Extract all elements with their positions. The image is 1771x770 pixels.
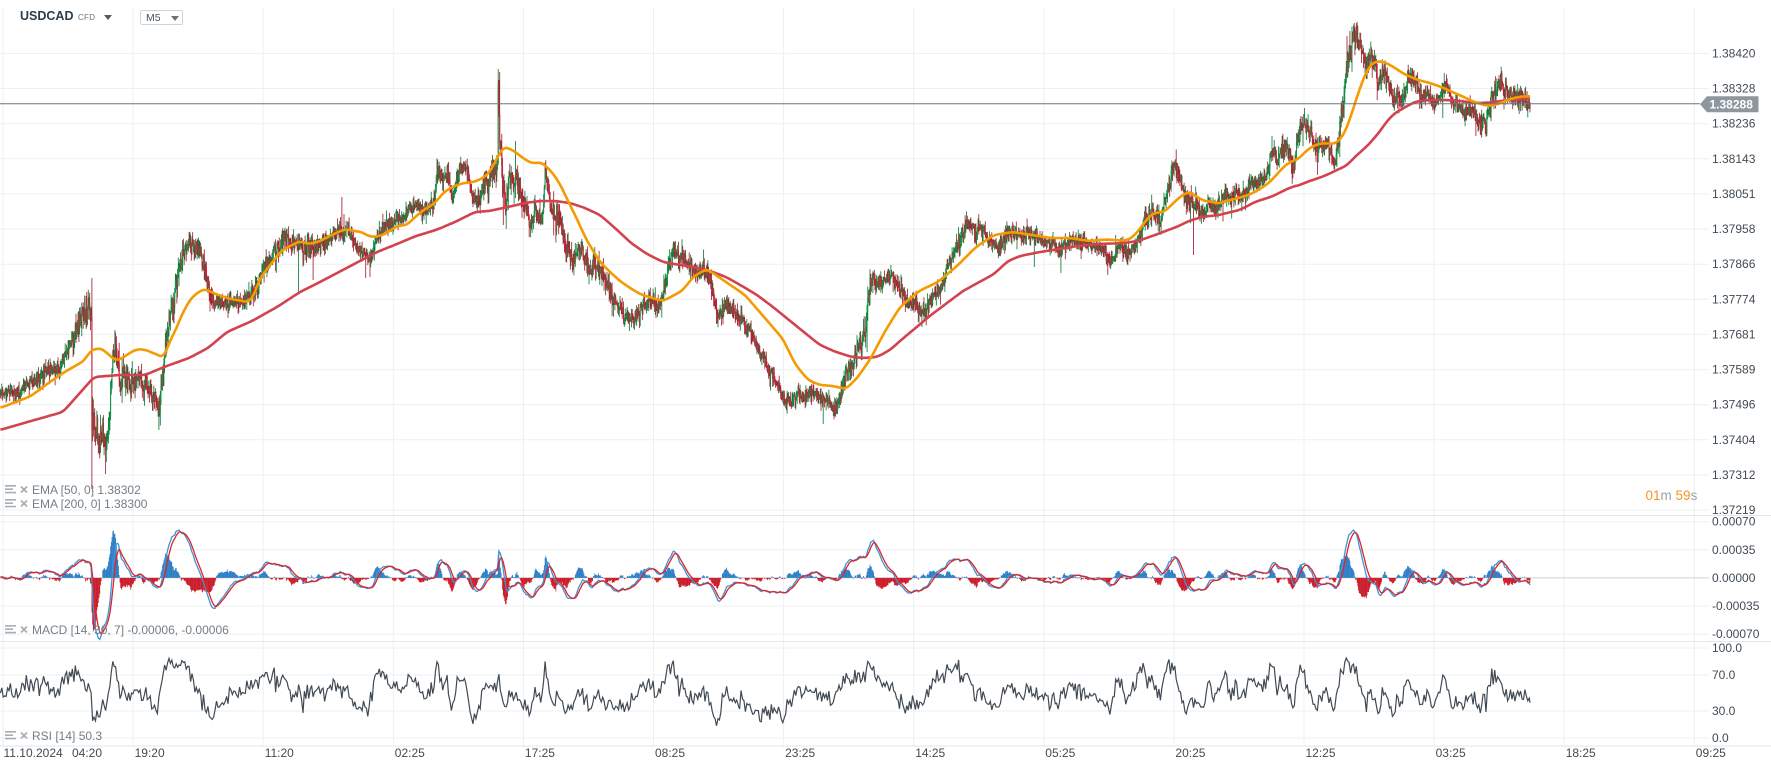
svg-text:1.38328: 1.38328 [1712, 82, 1756, 96]
svg-text:11.10.2024: 11.10.2024 [4, 746, 63, 760]
svg-text:-0.00070: -0.00070 [1712, 627, 1760, 641]
svg-text:1.37958: 1.37958 [1712, 222, 1756, 236]
svg-text:17:25: 17:25 [525, 746, 555, 760]
svg-text:1.37312: 1.37312 [1712, 468, 1756, 482]
svg-text:14:25: 14:25 [915, 746, 945, 760]
svg-text:70.0: 70.0 [1712, 668, 1736, 682]
svg-text:02:25: 02:25 [395, 746, 425, 760]
svg-text:1.38236: 1.38236 [1712, 117, 1756, 131]
svg-text:EMA [50, 0] 1.38302: EMA [50, 0] 1.38302 [32, 483, 141, 497]
svg-text:0.00070: 0.00070 [1712, 515, 1756, 529]
svg-text:08:25: 08:25 [655, 746, 685, 760]
svg-text:1.37404: 1.37404 [1712, 433, 1756, 447]
svg-text:23:25: 23:25 [785, 746, 815, 760]
svg-text:0.00000: 0.00000 [1712, 571, 1756, 585]
svg-text:1.37681: 1.37681 [1712, 327, 1756, 341]
svg-text:20:25: 20:25 [1175, 746, 1205, 760]
svg-text:RSI [14] 50.3: RSI [14] 50.3 [32, 729, 102, 743]
svg-text:03:25: 03:25 [1436, 746, 1466, 760]
svg-text:100.0: 100.0 [1712, 641, 1742, 655]
svg-text:1.38051: 1.38051 [1712, 187, 1756, 201]
svg-text:12:25: 12:25 [1306, 746, 1336, 760]
svg-text:1.37774: 1.37774 [1712, 292, 1756, 306]
svg-text:1.37589: 1.37589 [1712, 363, 1756, 377]
svg-text:04:20: 04:20 [72, 746, 102, 760]
svg-text:1.37219: 1.37219 [1712, 503, 1756, 517]
svg-text:01m 59s: 01m 59s [1646, 488, 1698, 503]
svg-text:0.00035: 0.00035 [1712, 543, 1756, 557]
svg-text:-0.00035: -0.00035 [1712, 599, 1760, 613]
svg-text:EMA [200, 0] 1.38300: EMA [200, 0] 1.38300 [32, 497, 148, 511]
svg-text:05:25: 05:25 [1045, 746, 1075, 760]
svg-text:19:20: 19:20 [135, 746, 165, 760]
svg-text:1.37866: 1.37866 [1712, 257, 1756, 271]
svg-text:1.37496: 1.37496 [1712, 398, 1756, 412]
svg-text:18:25: 18:25 [1566, 746, 1596, 760]
svg-text:30.0: 30.0 [1712, 704, 1736, 718]
svg-text:1.38143: 1.38143 [1712, 152, 1756, 166]
svg-text:1.38420: 1.38420 [1712, 46, 1756, 60]
svg-text:09:25: 09:25 [1696, 746, 1726, 760]
svg-text:0.0: 0.0 [1712, 731, 1729, 745]
svg-text:11:20: 11:20 [265, 746, 294, 760]
svg-text:MACD [14, 30, 7] -0.00006, -0.: MACD [14, 30, 7] -0.00006, -0.00006 [32, 623, 229, 637]
svg-text:1.38288: 1.38288 [1710, 98, 1754, 112]
